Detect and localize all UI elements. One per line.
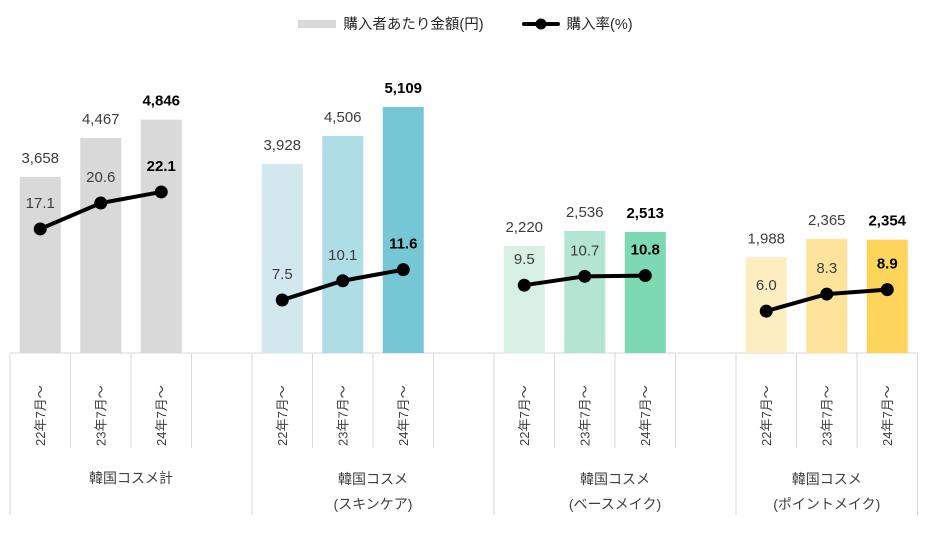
bar-value-label: 2,365 [808, 212, 846, 229]
x-tick-label: 22年7月～ [517, 385, 532, 446]
line-value-label: 11.6 [389, 236, 417, 253]
x-tick-label: 24年7月～ [638, 385, 653, 446]
x-tick-label: 23年7月～ [335, 385, 350, 446]
bar [80, 137, 122, 353]
x-tick-label: 22年7月～ [759, 385, 774, 446]
bar [322, 136, 364, 353]
bar-value-label: 2,536 [566, 204, 604, 221]
x-tick-label: 24年7月～ [880, 385, 895, 446]
legend-item-amount: 購入者あたり金額(円) [298, 13, 484, 34]
line-point [517, 278, 531, 292]
group-label: (ポイントメイク) [773, 496, 880, 512]
bar-value-label: 4,506 [324, 109, 362, 126]
bar [140, 119, 182, 353]
line-value-label: 10.8 [631, 242, 660, 259]
line-value-label: 10.7 [570, 242, 599, 259]
line-point [396, 263, 410, 277]
bar-value-label: 3,658 [21, 150, 59, 167]
x-tick-label: 24年7月～ [396, 385, 411, 446]
x-tick-label: 23年7月～ [93, 385, 108, 446]
x-tick-label: 24年7月～ [154, 385, 169, 446]
group-label: 韓国コスメ [580, 471, 650, 487]
bar-value-label: 4,846 [142, 93, 180, 110]
bar-value-label: 2,513 [626, 205, 664, 222]
line-value-label: 10.1 [328, 247, 357, 264]
group-label: 韓国コスメ [792, 471, 862, 487]
line-point [759, 304, 773, 318]
x-tick-label: 23年7月～ [577, 385, 592, 446]
line-point [880, 283, 894, 297]
line-point [578, 269, 592, 283]
line-point [820, 287, 834, 301]
bar-series-swatch-icon [298, 19, 337, 28]
line-point [275, 293, 289, 307]
line-series-label: 購入率(%) [566, 17, 633, 33]
bar-value-label: 4,467 [82, 111, 120, 128]
line-value-label: 7.5 [272, 266, 293, 283]
group-label: 韓国コスメ [338, 471, 408, 487]
line-value-label: 20.6 [86, 169, 115, 186]
bar [866, 239, 908, 353]
line-value-label: 9.5 [514, 251, 535, 268]
group-label: (ベースメイク) [569, 496, 661, 512]
bar [564, 230, 606, 353]
bar-series-label: 購入者あたり金額(円) [343, 17, 484, 33]
group-label: (スキンケア) [334, 496, 413, 512]
x-tick-label: 23年7月～ [819, 385, 834, 446]
bar-value-label: 1,988 [747, 230, 785, 247]
line-point [33, 222, 47, 236]
line-value-label: 6.0 [756, 277, 777, 294]
line-point [336, 274, 350, 288]
line-series-swatch-icon [521, 18, 560, 29]
x-tick-label: 22年7月～ [33, 385, 48, 446]
bar [19, 176, 61, 353]
bar-value-label: 5,109 [384, 80, 422, 97]
line-value-label: 8.9 [877, 256, 898, 273]
bar-value-label: 2,220 [505, 219, 543, 236]
x-tick-label: 22年7月～ [275, 385, 290, 446]
line-point [638, 269, 652, 283]
group-label: 韓国コスメ計 [89, 470, 173, 486]
bar [261, 163, 303, 353]
line-point [94, 196, 108, 210]
bar [503, 246, 545, 353]
bar-value-label: 2,354 [868, 213, 906, 230]
legend-item-rate: 購入率(%) [521, 13, 633, 34]
line-point [154, 185, 168, 199]
legend: 購入者あたり金額(円) 購入率(%) [0, 13, 931, 34]
line-series-dot-icon [535, 18, 547, 29]
line-value-label: 8.3 [816, 260, 837, 277]
line-value-label: 17.1 [26, 195, 55, 212]
bar [624, 231, 666, 353]
bar [382, 107, 424, 353]
bar-value-label: 3,928 [263, 137, 301, 154]
line-value-label: 22.1 [147, 158, 176, 175]
